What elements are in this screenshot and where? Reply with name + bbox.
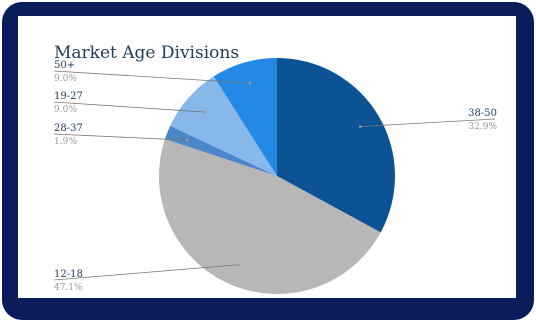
pie-slice-19-27: [170, 76, 277, 176]
slice-label-19-27: 19-27: [54, 91, 83, 102]
leader-line-28-37: [53, 133, 188, 141]
slice-label-38-50: 38-50: [468, 108, 497, 119]
leader-dot-19-27: [203, 110, 206, 114]
pie-slice-28-37: [164, 125, 277, 176]
leader-dot-12-18: [237, 263, 240, 267]
leader-line-50: [53, 70, 251, 84]
slice-percent-19-27: 9.0%: [54, 105, 77, 115]
slice-label-28-37: 28-37: [54, 123, 83, 134]
slice-percent-50: 9.0%: [54, 74, 77, 84]
leader-line-19-27: [53, 101, 205, 113]
slice-label-12-18: 12-18: [54, 269, 83, 280]
pie-slice-12-18: [158, 138, 381, 295]
pie-slice-38-50: [277, 58, 395, 233]
pie-slice-50: [213, 58, 277, 176]
leader-dot-38-50: [358, 125, 362, 128]
slice-percent-28-37: 1.9%: [54, 137, 77, 147]
chart-title: Market Age Divisions: [54, 43, 240, 63]
leader-dot-28-37: [185, 138, 189, 142]
slice-percent-12-18: 47.1%: [54, 283, 83, 293]
slice-label-50: 50+: [54, 60, 75, 71]
leader-line-38-50: [360, 118, 496, 127]
slice-percent-38-50: 32.9%: [468, 122, 497, 132]
leader-line-12-18: [53, 264, 239, 281]
leader-dot-50: [248, 81, 252, 85]
